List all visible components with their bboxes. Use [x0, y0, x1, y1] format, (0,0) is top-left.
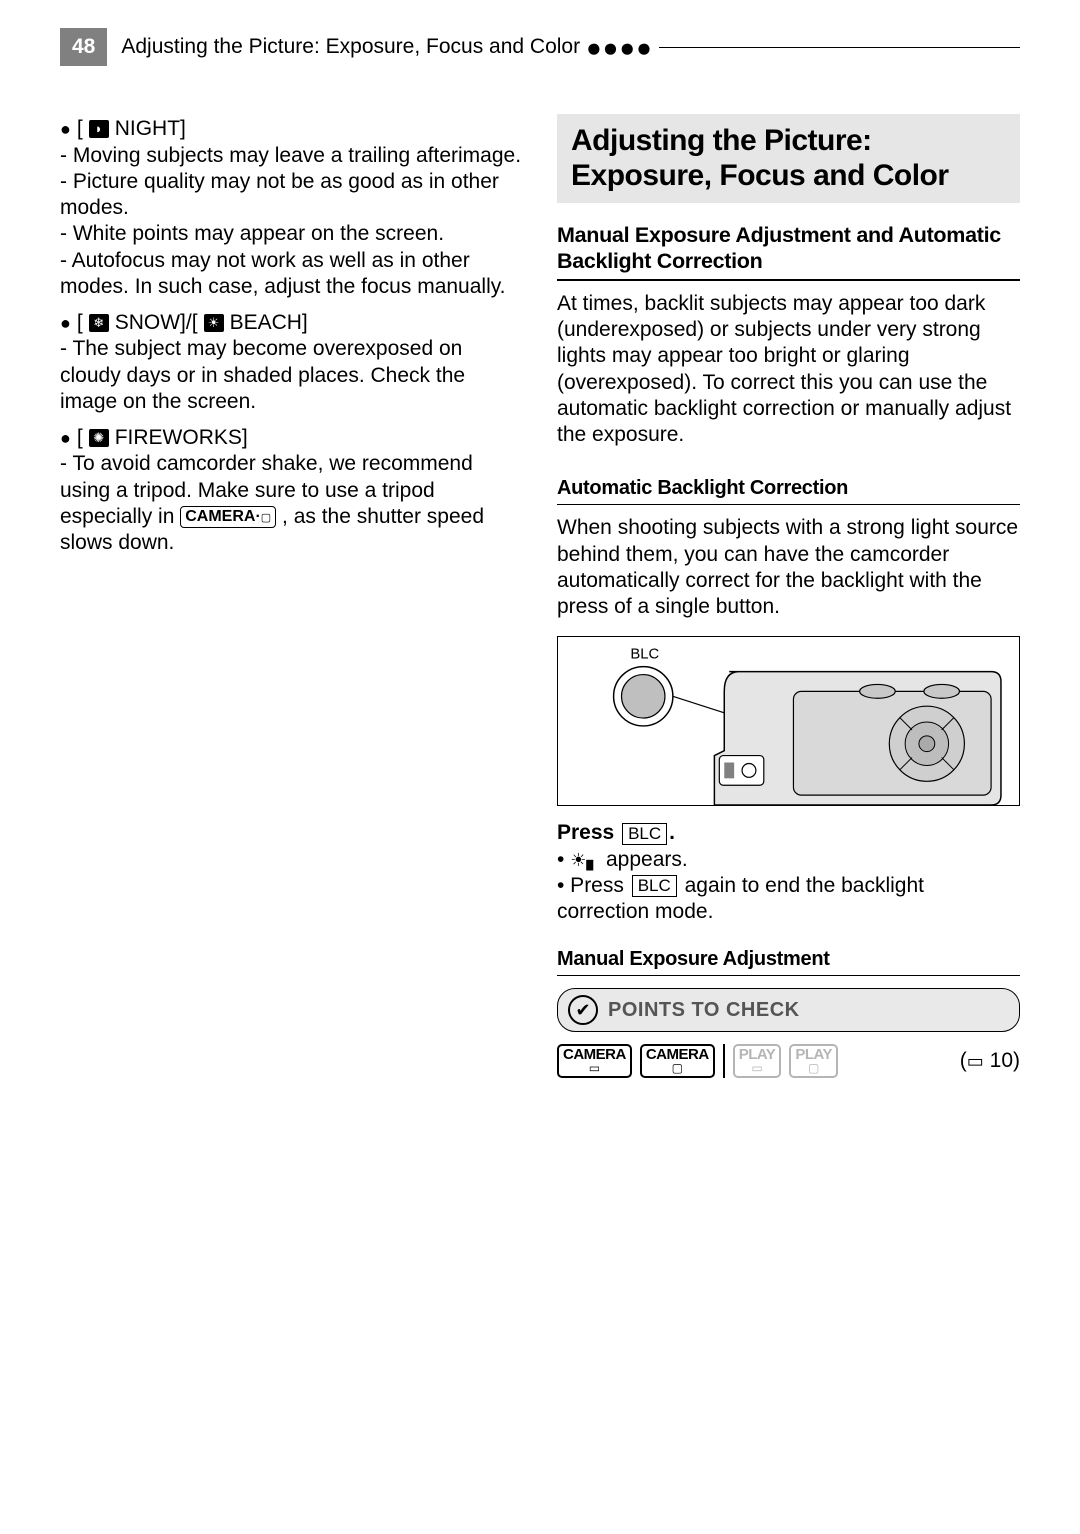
two-column-layout: ● [ ◗ NIGHT] - Moving subjects may leave… — [60, 114, 1020, 1078]
press-again-pre: • Press — [557, 874, 630, 897]
bullet-icon: ● — [60, 118, 71, 141]
chapter-title-line1: Adjusting the Picture: — [571, 124, 1008, 159]
press-blc-line: Press BLC. — [557, 820, 1020, 846]
bracket: [ — [77, 310, 83, 336]
page-reference: (▭ 10) — [960, 1048, 1020, 1074]
night-line-1: - Moving subjects may leave a trailing a… — [60, 143, 523, 169]
header-title-text: Adjusting the Picture: Exposure, Focus a… — [121, 35, 580, 58]
camcorder-svg: BLC — [558, 637, 1019, 805]
sub-heading-blc: Automatic Backlight Correction — [557, 476, 1020, 505]
camera-mode-sub-icon: ▢ — [261, 512, 271, 524]
beach-label: BEACH] — [230, 310, 308, 336]
blc-button-key: BLC — [622, 823, 667, 845]
section-1-body: At times, backlit subjects may appear to… — [557, 291, 1020, 449]
camera-mode-badge: CAMERA·▢ — [180, 506, 276, 528]
chapter-title-block: Adjusting the Picture: Exposure, Focus a… — [557, 114, 1020, 203]
mode-play-tape-disabled: PLAY ▭ — [733, 1044, 782, 1078]
bracket: [ — [77, 425, 83, 451]
snow-beach-heading: ● [ ❄ SNOW]/[ ☀ BEACH] — [60, 310, 523, 336]
period: . — [669, 821, 675, 844]
header-rule — [659, 47, 1020, 48]
mode-sub-icon: ▢ — [795, 1062, 832, 1074]
snow-mode-icon: ❄ — [89, 314, 109, 332]
fireworks-mode-icon: ✺ — [89, 429, 109, 447]
sub-blc-body: When shooting subjects with a strong lig… — [557, 515, 1020, 620]
page-ref-number: 10 — [990, 1049, 1013, 1072]
bullet-icon: ● — [60, 427, 71, 450]
mode-indicator-row: CAMERA ▭ CAMERA ▢ PLAY ▭ PLAY ▢ (▭ 10) — [557, 1044, 1020, 1078]
press-label: Press — [557, 821, 614, 844]
mode-sub-icon: ▢ — [646, 1062, 709, 1074]
camera-mode-text: CAMERA· — [185, 508, 261, 525]
fireworks-label: FIREWORKS] — [115, 425, 248, 451]
mode-divider — [723, 1044, 725, 1078]
night-line-4: - Autofocus may not work as well as in o… — [60, 248, 523, 301]
bullet-icon: ● — [60, 312, 71, 335]
sub-heading-manual-exposure: Manual Exposure Adjustment — [557, 947, 1020, 976]
blc-appears-line: • ☀▖ appears. — [557, 847, 1020, 873]
night-line-3: - White points may appear on the screen. — [60, 221, 523, 247]
left-column: ● [ ◗ NIGHT] - Moving subjects may leave… — [60, 114, 523, 1078]
header-dots-icon: ●●●● — [586, 32, 653, 62]
manual-page: 48 Adjusting the Picture: Exposure, Focu… — [0, 0, 1080, 1118]
blc-indicator-icon: ☀▖ — [570, 849, 600, 872]
blc-figure-label: BLC — [630, 647, 659, 663]
night-heading: ● [ ◗ NIGHT] — [60, 116, 523, 142]
page-number-badge: 48 — [60, 28, 107, 66]
page-header: 48 Adjusting the Picture: Exposure, Focu… — [60, 28, 1020, 66]
mode-label: PLAY — [739, 1047, 776, 1062]
fireworks-body: - To avoid camcorder shake, we recommend… — [60, 451, 523, 556]
chapter-title-line2: Exposure, Focus and Color — [571, 159, 1008, 194]
mode-label: CAMERA — [646, 1047, 709, 1062]
fireworks-heading: ● [ ✺ FIREWORKS] — [60, 425, 523, 451]
blc-button-key-2: BLC — [632, 875, 677, 897]
book-icon: ▭ — [967, 1051, 984, 1071]
snow-label: SNOW]/[ — [115, 310, 198, 336]
night-label: NIGHT] — [115, 116, 186, 142]
mode-sub-icon: ▭ — [563, 1062, 626, 1074]
mode-camera-card: CAMERA ▢ — [640, 1044, 715, 1078]
night-mode-icon: ◗ — [89, 120, 109, 138]
mode-camera-tape: CAMERA ▭ — [557, 1044, 632, 1078]
mode-label: PLAY — [795, 1047, 832, 1062]
blc-end-line: • Press BLC again to end the backlight c… — [557, 873, 1020, 926]
mode-sub-icon: ▭ — [739, 1062, 776, 1074]
section-heading-1: Manual Exposure Adjustment and Automatic… — [557, 223, 1020, 281]
points-to-check-box: ✔ POINTS TO CHECK — [557, 988, 1020, 1032]
night-line-2: - Picture quality may not be as good as … — [60, 169, 523, 222]
header-title: Adjusting the Picture: Exposure, Focus a… — [121, 34, 652, 60]
check-circle-icon: ✔ — [568, 995, 598, 1025]
camcorder-diagram: BLC — [557, 636, 1020, 806]
bracket: [ — [77, 116, 83, 142]
mode-play-card-disabled: PLAY ▢ — [789, 1044, 838, 1078]
right-column: Adjusting the Picture: Exposure, Focus a… — [557, 114, 1020, 1078]
snow-beach-body: - The subject may become overexposed on … — [60, 336, 523, 415]
mode-label: CAMERA — [563, 1047, 626, 1062]
points-to-check-label: POINTS TO CHECK — [608, 998, 800, 1023]
beach-mode-icon: ☀ — [204, 314, 224, 332]
appears-text: appears. — [600, 848, 688, 871]
